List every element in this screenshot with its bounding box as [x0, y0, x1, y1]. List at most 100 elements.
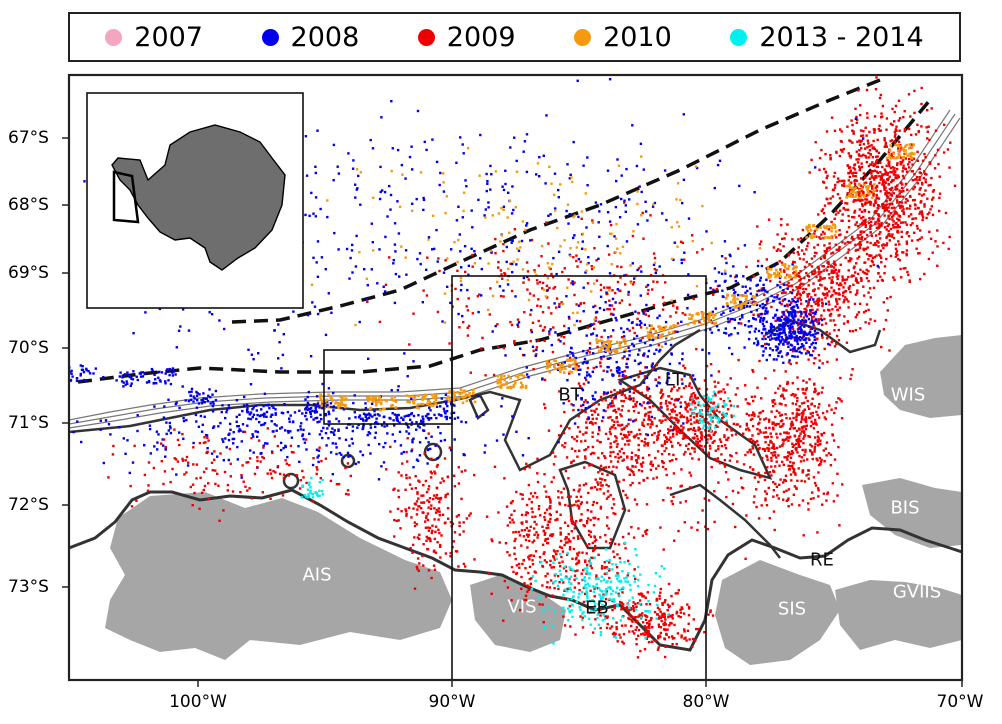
data-point	[790, 323, 793, 326]
data-point	[457, 466, 460, 469]
data-point	[423, 140, 426, 144]
data-point	[546, 541, 549, 545]
data-point	[658, 608, 661, 611]
data-point	[936, 148, 940, 151]
data-point	[639, 294, 642, 297]
data-point	[643, 614, 647, 617]
data-point	[620, 174, 623, 177]
data-point	[885, 221, 888, 224]
data-point	[807, 303, 810, 307]
data-point	[634, 465, 637, 468]
data-point	[929, 237, 933, 240]
data-point	[827, 300, 830, 303]
legend-label: 2008	[290, 21, 360, 53]
data-point	[784, 404, 787, 407]
data-point	[434, 472, 437, 475]
data-point	[413, 521, 416, 524]
data-point	[565, 295, 568, 298]
data-point	[613, 604, 616, 607]
data-point	[615, 179, 618, 183]
data-point	[889, 188, 893, 191]
data-point	[663, 621, 666, 624]
data-point	[814, 442, 817, 446]
data-point	[858, 154, 861, 157]
data-point	[925, 126, 928, 129]
data-point	[419, 262, 422, 266]
data-point	[625, 606, 629, 609]
data-point	[665, 437, 669, 440]
data-point	[715, 288, 719, 291]
data-point	[567, 477, 570, 480]
data-point	[820, 318, 824, 322]
data-point	[256, 430, 260, 434]
data-point	[876, 279, 879, 283]
data-point	[558, 390, 561, 393]
data-point	[787, 321, 790, 324]
data-point	[764, 441, 767, 444]
data-point	[694, 429, 697, 432]
data-point	[763, 478, 767, 482]
data-point	[696, 441, 700, 444]
data-point	[803, 330, 806, 334]
data-point	[681, 352, 684, 355]
data-point	[915, 178, 918, 181]
data-point	[799, 320, 803, 323]
data-point	[850, 181, 853, 184]
data-point	[528, 585, 531, 588]
data-point	[842, 301, 845, 304]
data-point	[340, 453, 343, 456]
data-point	[304, 398, 307, 401]
data-point	[317, 454, 320, 457]
data-point	[602, 393, 606, 396]
data-point	[864, 321, 867, 324]
data-point	[810, 453, 814, 456]
data-point	[605, 626, 609, 630]
data-point	[782, 322, 785, 325]
data-point	[572, 256, 575, 259]
data-point	[591, 219, 594, 222]
data-point	[830, 341, 833, 344]
data-point	[642, 401, 645, 404]
data-point	[911, 179, 914, 182]
data-point	[680, 606, 683, 609]
data-point	[815, 275, 818, 279]
data-point	[854, 316, 858, 319]
data-point	[549, 534, 552, 537]
data-point	[925, 173, 928, 176]
data-point	[674, 428, 678, 431]
data-point	[593, 398, 597, 401]
data-point	[663, 433, 666, 437]
data-point	[923, 152, 926, 156]
legend-label: 2010	[603, 21, 672, 53]
data-point	[437, 518, 440, 521]
data-point	[650, 364, 654, 367]
data-point	[560, 546, 563, 549]
data-point	[426, 548, 430, 551]
data-point	[438, 531, 441, 535]
data-point	[414, 487, 417, 490]
data-point	[597, 320, 600, 324]
data-point	[838, 398, 842, 401]
data-point	[884, 141, 888, 144]
data-point	[653, 267, 656, 271]
data-point	[658, 634, 661, 637]
data-point	[766, 447, 769, 450]
data-point	[562, 581, 565, 584]
data-point	[810, 257, 814, 260]
data-point	[827, 452, 831, 455]
data-point	[885, 244, 888, 247]
data-point	[504, 542, 508, 545]
data-point	[613, 408, 617, 412]
data-point	[393, 487, 396, 490]
data-point	[549, 513, 552, 517]
data-point	[572, 354, 575, 357]
data-point	[765, 436, 768, 439]
data-point	[575, 500, 578, 503]
data-point	[695, 419, 698, 422]
data-point	[342, 456, 345, 459]
data-point	[848, 188, 852, 192]
data-point	[907, 235, 911, 238]
data-point	[652, 327, 655, 330]
data-point	[820, 270, 823, 274]
data-point	[597, 257, 600, 260]
